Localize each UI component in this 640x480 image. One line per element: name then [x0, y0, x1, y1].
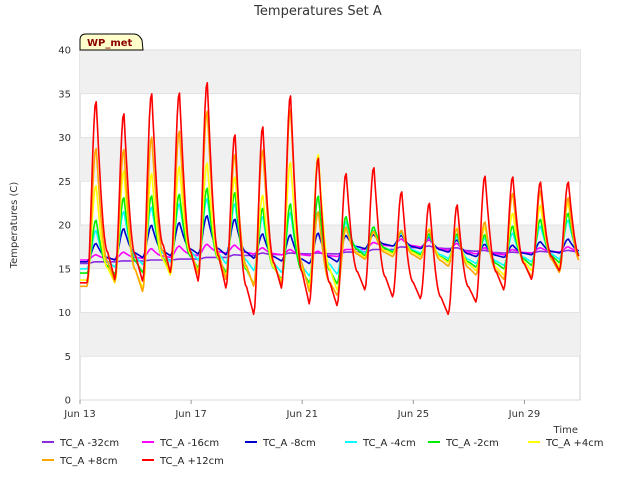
y-tick-label: 5 — [65, 352, 71, 363]
legend-label: TC_A +8cm — [59, 456, 118, 467]
badge-label: WP_met — [87, 38, 133, 49]
legend-label: TC_A -16cm — [159, 438, 219, 449]
series-line-1 — [80, 238, 579, 261]
y-tick-label: 30 — [58, 133, 71, 144]
series-group — [80, 82, 580, 316]
x-tick-label: Jun 25 — [397, 409, 430, 420]
x-tick-label: Jun 21 — [285, 409, 318, 420]
y-tick-label: 20 — [58, 221, 71, 232]
series-line-7 — [80, 82, 580, 316]
legend-label: TC_A +12cm — [159, 456, 224, 467]
x-tick-label: Jun 13 — [63, 409, 96, 420]
x-axis-label: Time — [553, 425, 578, 436]
y-axis: 0 5 10 15 20 25 30 35 40 — [58, 46, 71, 407]
legend-label: TC_A -2cm — [445, 438, 499, 449]
legend-label: TC_A -8cm — [262, 438, 316, 449]
y-tick-label: 15 — [58, 264, 71, 275]
y-tick-label: 35 — [58, 89, 71, 100]
legend-label: TC_A +4cm — [545, 438, 604, 449]
y-tick-label: 25 — [58, 177, 71, 188]
legend-label: TC_A -4cm — [362, 438, 416, 449]
chart-title: Temperatures Set A — [253, 4, 382, 19]
legend-label: TC_A -32cm — [59, 438, 119, 449]
y-axis-label: Temperatures (C) — [9, 182, 20, 270]
y-tick-label: 0 — [65, 396, 71, 407]
y-tick-label: 10 — [58, 308, 71, 319]
y-tick-label: 40 — [58, 46, 71, 57]
badge-shape — [79, 33, 144, 51]
grid-band — [80, 312, 580, 357]
x-axis: Jun 13 Jun 17 Jun 21 Jun 25 Jun 29 — [63, 400, 540, 420]
station-badge: WP_met — [79, 33, 144, 51]
series-line-5 — [80, 153, 580, 291]
x-tick-label: Jun 29 — [508, 409, 541, 420]
legend: TC_A -32cm TC_A -16cm TC_A -8cm TC_A -4cm TC… — [42, 438, 604, 467]
grid-band — [80, 137, 580, 182]
x-tick-label: Jun 17 — [174, 409, 207, 420]
grid-band — [80, 50, 580, 94]
